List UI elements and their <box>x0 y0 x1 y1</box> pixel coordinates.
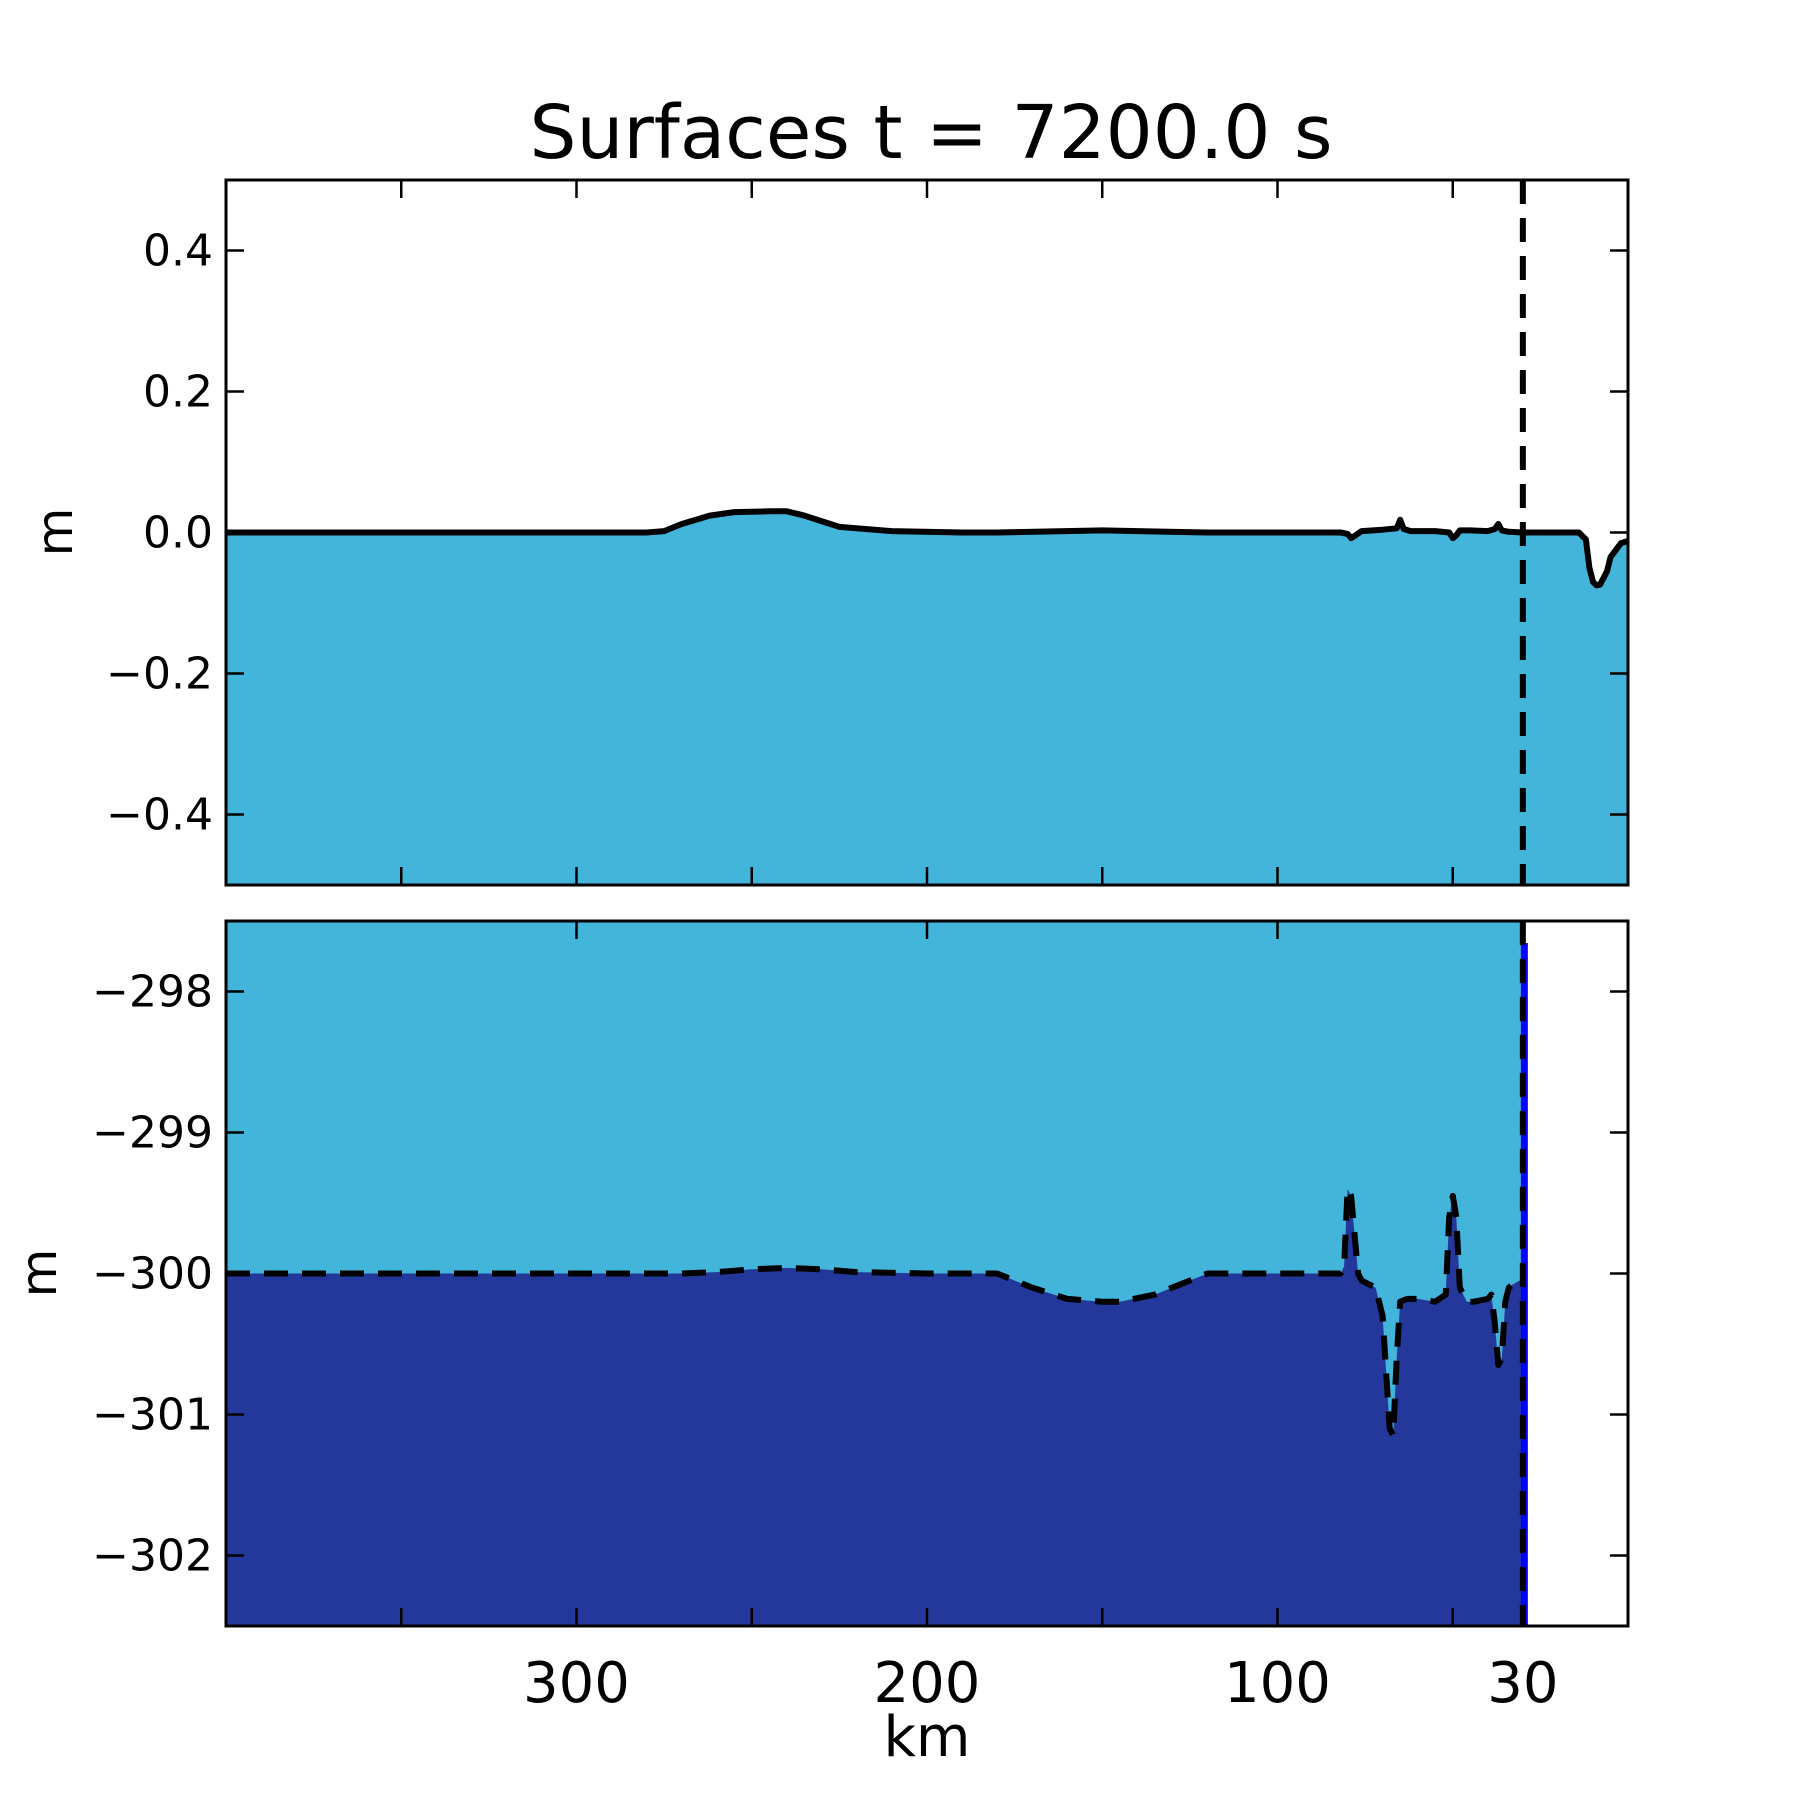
top-ytick-label: 0.2 <box>143 367 213 418</box>
bottom-ytick-label: −301 <box>92 1390 213 1441</box>
top-ylabel: m <box>26 508 84 557</box>
bottom-panel: −298 −299 −300 −301 −302 300 200 100 30 m km <box>10 919 1630 1770</box>
lower-layer-fill <box>226 1188 1523 1626</box>
bottom-ytick-label: −300 <box>92 1249 213 1300</box>
bottom-xtick-label: 300 <box>523 1651 630 1716</box>
top-ytick-label: −0.2 <box>106 649 213 700</box>
bottom-ytick-label: −298 <box>92 967 213 1018</box>
bottom-xtick-label: 200 <box>874 1651 981 1716</box>
bottom-xtick-label: 100 <box>1224 1651 1331 1716</box>
top-panel: 0.4 0.2 0.0 −0.2 −0.4 m <box>26 178 1630 887</box>
top-ytick-label: 0.0 <box>143 508 213 559</box>
bottom-ytick-label: −302 <box>92 1531 213 1582</box>
chart-title: Surfaces t = 7200.0 s <box>529 90 1332 176</box>
top-ytick-label: 0.4 <box>143 226 213 277</box>
interface-line <box>226 1185 1523 1439</box>
top-ytick-label: −0.4 <box>106 790 213 841</box>
bottom-xlabel: km <box>884 1705 971 1770</box>
bottom-xtick-label: 30 <box>1487 1651 1558 1716</box>
bottom-ylabel: m <box>10 1249 68 1298</box>
bottom-ytick-label: −299 <box>92 1108 213 1159</box>
surface-line <box>226 508 1629 589</box>
top-water-fill <box>226 511 1628 885</box>
